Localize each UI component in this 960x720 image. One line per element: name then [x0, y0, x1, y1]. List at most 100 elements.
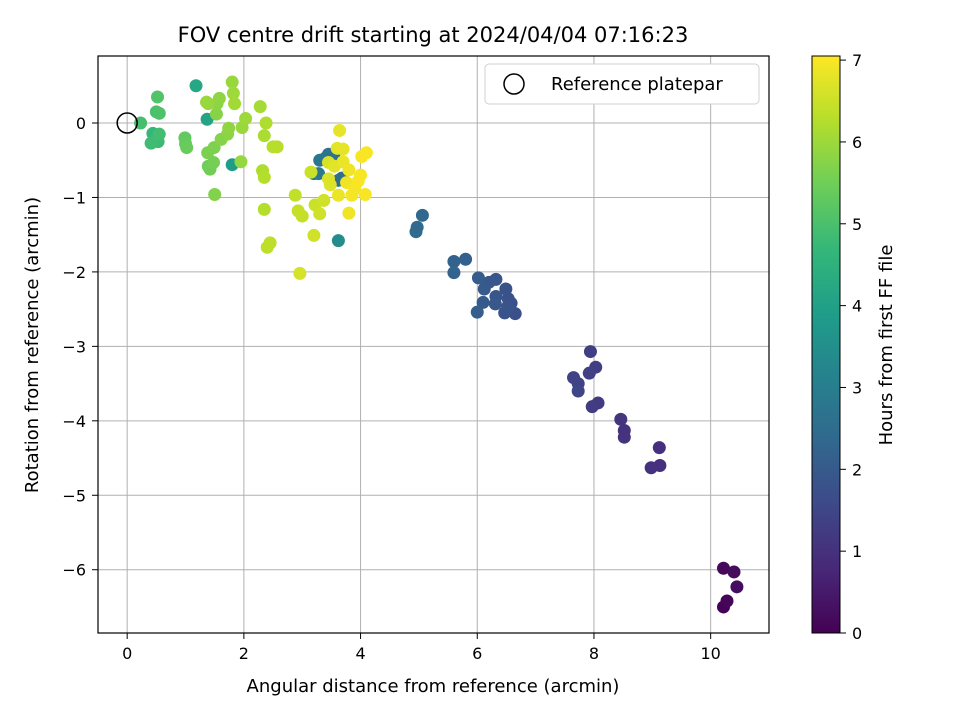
data-point — [295, 209, 309, 223]
chart-title: FOV centre drift starting at 2024/04/04 … — [178, 23, 689, 47]
data-point — [293, 266, 307, 280]
data-point — [342, 163, 356, 177]
legend-marker-circle — [503, 73, 525, 95]
x-axis-ticks: 0 2 4 6 8 10 — [122, 633, 721, 663]
data-point — [200, 95, 214, 109]
data-point — [259, 116, 273, 130]
data-point — [617, 430, 631, 444]
data-point — [226, 86, 240, 100]
reference-point-circle — [116, 112, 138, 134]
data-point — [470, 305, 484, 319]
colorbar: 0 1 2 3 4 5 6 7 Hours from first FF file — [811, 51, 897, 643]
data-point — [257, 170, 271, 184]
data-point — [207, 155, 221, 169]
y-tick-label: −4 — [62, 412, 86, 431]
data-point — [239, 112, 253, 126]
data-point — [459, 252, 473, 266]
data-point — [716, 561, 730, 575]
data-points — [134, 75, 744, 614]
data-point — [409, 225, 423, 239]
y-tick-label: −1 — [62, 188, 86, 207]
data-point — [415, 208, 429, 222]
data-point — [585, 400, 599, 414]
y-tick-label: −3 — [62, 337, 86, 356]
legend-box — [484, 63, 760, 105]
y-tick-label: −6 — [62, 561, 86, 580]
data-point — [354, 168, 368, 182]
data-point — [317, 193, 331, 207]
data-point — [644, 461, 658, 475]
data-point — [333, 123, 347, 137]
data-point — [304, 165, 318, 179]
colorbar-tick-label: 2 — [852, 460, 862, 479]
y-tick-label: −2 — [62, 263, 86, 282]
data-point — [331, 234, 345, 248]
data-point — [234, 155, 248, 169]
y-axis-label: Rotation from reference (arcmin) — [22, 197, 43, 493]
data-point — [331, 188, 345, 202]
data-point — [180, 141, 194, 155]
data-point — [323, 178, 337, 192]
reference-platepar-marker — [116, 112, 138, 134]
data-point — [498, 306, 512, 320]
data-point — [152, 127, 166, 141]
data-point — [730, 580, 744, 594]
data-point — [358, 187, 372, 201]
data-point — [208, 187, 222, 201]
data-point — [477, 282, 491, 296]
data-point — [307, 228, 321, 242]
data-point — [263, 236, 277, 250]
legend: Reference platepar — [484, 63, 760, 105]
data-point — [614, 412, 628, 426]
colorbar-tick-label: 1 — [852, 542, 862, 561]
data-point — [582, 366, 596, 380]
data-point — [336, 142, 350, 156]
x-tick-label: 4 — [355, 644, 365, 663]
x-tick-label: 2 — [239, 644, 249, 663]
grid-lines — [98, 56, 769, 633]
data-point — [342, 206, 356, 220]
data-point — [222, 121, 236, 135]
data-point — [257, 129, 271, 143]
data-point — [447, 266, 461, 280]
data-point — [583, 345, 597, 359]
data-point — [270, 140, 284, 154]
colorbar-tick-label: 7 — [852, 51, 862, 70]
data-point — [257, 202, 271, 216]
data-point — [313, 207, 327, 221]
colorbar-tick-label: 5 — [852, 215, 862, 234]
data-point — [288, 188, 302, 202]
y-tick-label: −5 — [62, 486, 86, 505]
x-tick-label: 10 — [700, 644, 720, 663]
data-point — [447, 254, 461, 268]
colorbar-tick-label: 4 — [852, 297, 862, 316]
data-point — [727, 565, 741, 579]
colorbar-tick-label: 3 — [852, 378, 862, 397]
x-tick-label: 0 — [122, 644, 132, 663]
data-point — [471, 271, 485, 285]
data-point — [212, 91, 226, 105]
data-point — [189, 79, 203, 93]
data-point — [652, 441, 666, 455]
colorbar-ticks: 0 1 2 3 4 5 6 7 — [840, 51, 862, 643]
y-axis-ticks: 0 −1 −2 −3 −4 −5 −6 — [62, 114, 98, 580]
colorbar-tick-label: 6 — [852, 133, 862, 152]
colorbar-label: Hours from first FF file — [876, 245, 897, 446]
colorbar-tick-label: 0 — [852, 624, 862, 643]
data-point — [209, 107, 223, 121]
data-point — [144, 136, 158, 150]
data-point — [488, 297, 502, 311]
data-point — [476, 295, 490, 309]
x-axis-label: Angular distance from reference (arcmin) — [247, 676, 620, 697]
x-tick-label: 8 — [589, 644, 599, 663]
data-point — [359, 146, 373, 160]
colorbar-gradient — [811, 55, 841, 634]
data-point — [571, 384, 585, 398]
data-point — [152, 106, 166, 120]
plot-frame — [97, 55, 770, 634]
data-point — [720, 594, 734, 608]
legend-entry-reference-platepar: Reference platepar — [551, 74, 723, 95]
data-point — [228, 97, 242, 111]
data-point — [225, 75, 239, 89]
